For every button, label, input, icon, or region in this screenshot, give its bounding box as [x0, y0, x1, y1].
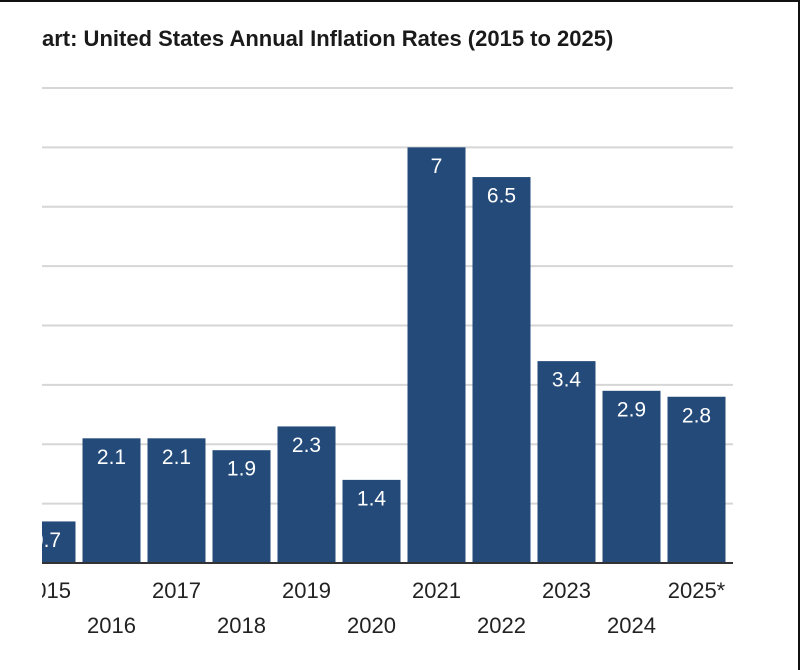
value-label: 2.1 [162, 446, 191, 469]
value-label: 1.4 [357, 487, 387, 510]
value-label: 2.1 [97, 446, 126, 469]
bar [277, 426, 336, 563]
value-label: 1.9 [227, 458, 256, 481]
x-tick-label: 2019 [282, 578, 331, 603]
plot: 0.7 2015 2.1 2016 2.1 2017 1.9 2018 2.3 2019 1.4 20… [22, 87, 733, 638]
value-label: 7 [431, 155, 443, 178]
value-label: 0.7 [32, 529, 61, 552]
bar [602, 390, 661, 563]
value-label: 6.5 [487, 185, 516, 208]
x-tick-label: 2021 [412, 578, 461, 603]
x-tick-label: 2018 [217, 613, 266, 638]
value-label: 2.3 [292, 434, 321, 457]
bar [147, 438, 206, 563]
bar [342, 479, 401, 563]
x-tick-label: 2017 [152, 578, 201, 603]
chart-title: art: United States Annual Inflation Rate… [42, 26, 613, 51]
bar [42, 521, 76, 563]
x-tick-label: 2024 [607, 613, 656, 638]
bar [212, 450, 271, 563]
value-label: 2.9 [617, 398, 646, 421]
bar [472, 177, 531, 563]
x-tick-label: 2020 [347, 613, 396, 638]
bar [667, 396, 726, 563]
bar [407, 147, 466, 563]
value-label: 2.8 [682, 404, 711, 427]
x-tick-label: 2023 [542, 578, 591, 603]
x-tick-label: 2025* [668, 578, 726, 603]
x-tick-label: 2015 [22, 578, 71, 603]
x-tick-label: 2016 [87, 613, 136, 638]
bar [537, 361, 596, 563]
x-tick-label: 2022 [477, 613, 526, 638]
bar [82, 438, 141, 563]
value-label: 3.4 [552, 369, 582, 392]
